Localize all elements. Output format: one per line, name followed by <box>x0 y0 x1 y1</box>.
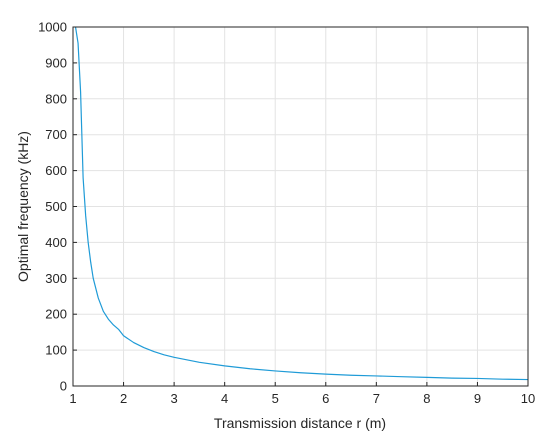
series-layer <box>74 26 529 381</box>
y-tick-label: 900 <box>45 55 67 70</box>
x-tick-label: 3 <box>170 391 177 406</box>
y-tick-label: 400 <box>45 235 67 250</box>
y-tick-label: 700 <box>45 127 67 142</box>
x-tick-label: 2 <box>120 391 127 406</box>
y-tick-label: 1000 <box>38 20 67 35</box>
y-tick-label: 800 <box>45 91 67 106</box>
x-tick-label: 7 <box>373 391 380 406</box>
y-tick-label: 500 <box>45 199 67 214</box>
x-tick-label: 10 <box>521 391 535 406</box>
x-axis-label: Transmission distance r (m) <box>214 415 386 431</box>
y-tick-label: 200 <box>45 307 67 322</box>
series-line <box>74 26 529 381</box>
x-tick-label: 6 <box>322 391 329 406</box>
x-tick-label: 9 <box>474 391 481 406</box>
x-tick-label: 5 <box>272 391 279 406</box>
y-tick-label: 600 <box>45 163 67 178</box>
x-tick-label: 8 <box>423 391 430 406</box>
y-tick-label: 100 <box>45 343 67 358</box>
x-tick-label: 1 <box>69 391 76 406</box>
y-tick-label: 300 <box>45 271 67 286</box>
ticks: 1 2 3 4 5 6 7 8 9 1001002003004005006007008009001… <box>38 20 535 407</box>
y-tick-label: 0 <box>60 379 67 394</box>
x-tick-label: 4 <box>221 391 228 406</box>
y-axis-label: Optimal frequency (kHz) <box>15 131 31 282</box>
